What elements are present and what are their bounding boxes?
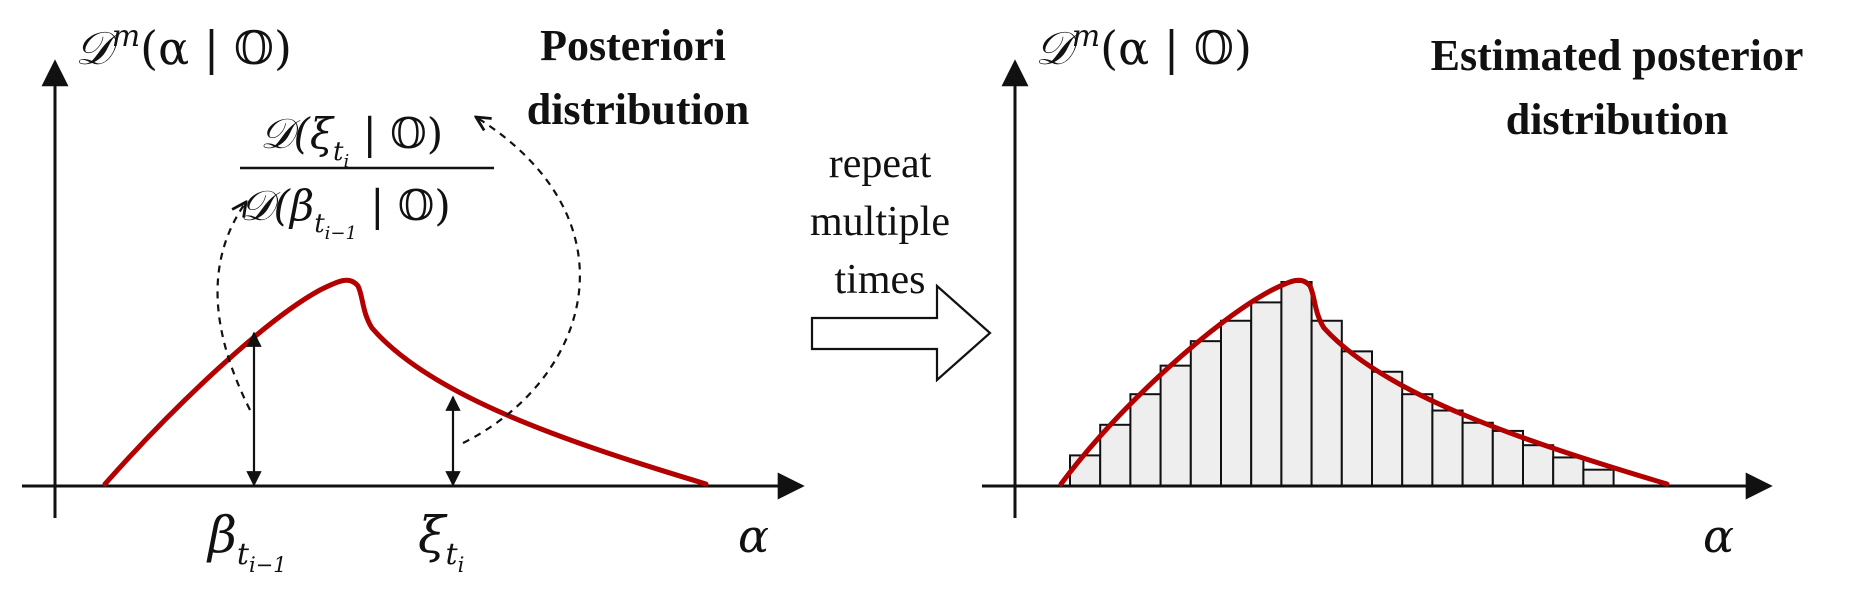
left-y-axis-label: 𝒟m(α | 𝕆) [75,19,292,75]
right-x-axis-label: α [1703,509,1734,563]
xi-to-numerator-arrow [462,117,581,444]
histogram-bin [1310,319,1343,488]
beta-tick-label: βti−1 [206,506,287,577]
histogram-bin [1522,444,1555,488]
histogram-bin [1189,340,1223,487]
histogram-bin [1129,393,1162,488]
histogram-bin [1552,456,1585,488]
right-title-line-2: distribution [1506,95,1729,144]
left-panel: 𝒟m(α | 𝕆) Posteriori distribution 𝒟(ξti … [22,19,805,577]
left-posterior-curve [102,277,709,487]
histogram-bin [1491,429,1525,488]
histogram-bin [1461,421,1494,488]
histogram [1069,281,1615,488]
histogram-bin [1401,393,1434,488]
repeat-text-line-3: times [835,257,926,303]
histogram-bin [1280,281,1313,487]
histogram-bin [1582,468,1615,487]
right-posterior-curve [1058,277,1670,487]
acceptance-ratio: 𝒟(ξti | 𝕆) 𝒟(βti−1 | 𝕆) [240,109,494,244]
xi-tick-label: ξti [418,506,464,577]
histogram-bin [1431,409,1464,487]
histogram-bin [1371,370,1404,488]
ratio-denominator: 𝒟(βti−1 | 𝕆) [240,181,451,244]
beta-to-denominator-arrow [216,202,251,411]
repeat-text-line-1: repeat [829,141,932,187]
histogram-bin [1250,301,1283,487]
histogram-bin [1340,350,1374,487]
right-panel: 𝒟m(α | 𝕆) Estimated posterior distributi… [982,19,1803,563]
ratio-numerator: 𝒟(ξti | 𝕆) [260,109,443,172]
left-x-axis-label: α [738,509,769,563]
right-title-line-1: Estimated posterior [1431,31,1804,80]
histogram-bin [1220,319,1253,488]
left-title-line-2: distribution [527,85,750,134]
transition: repeat multiple times [810,141,992,383]
histogram-bin [1069,454,1102,487]
right-y-axis-label: 𝒟m(α | 𝕆) [1035,19,1252,75]
histogram-bin [1159,364,1192,488]
left-title-line-1: Posteriori [540,21,726,70]
right-arrow-icon [810,283,992,383]
repeat-text-line-2: multiple [810,199,950,245]
